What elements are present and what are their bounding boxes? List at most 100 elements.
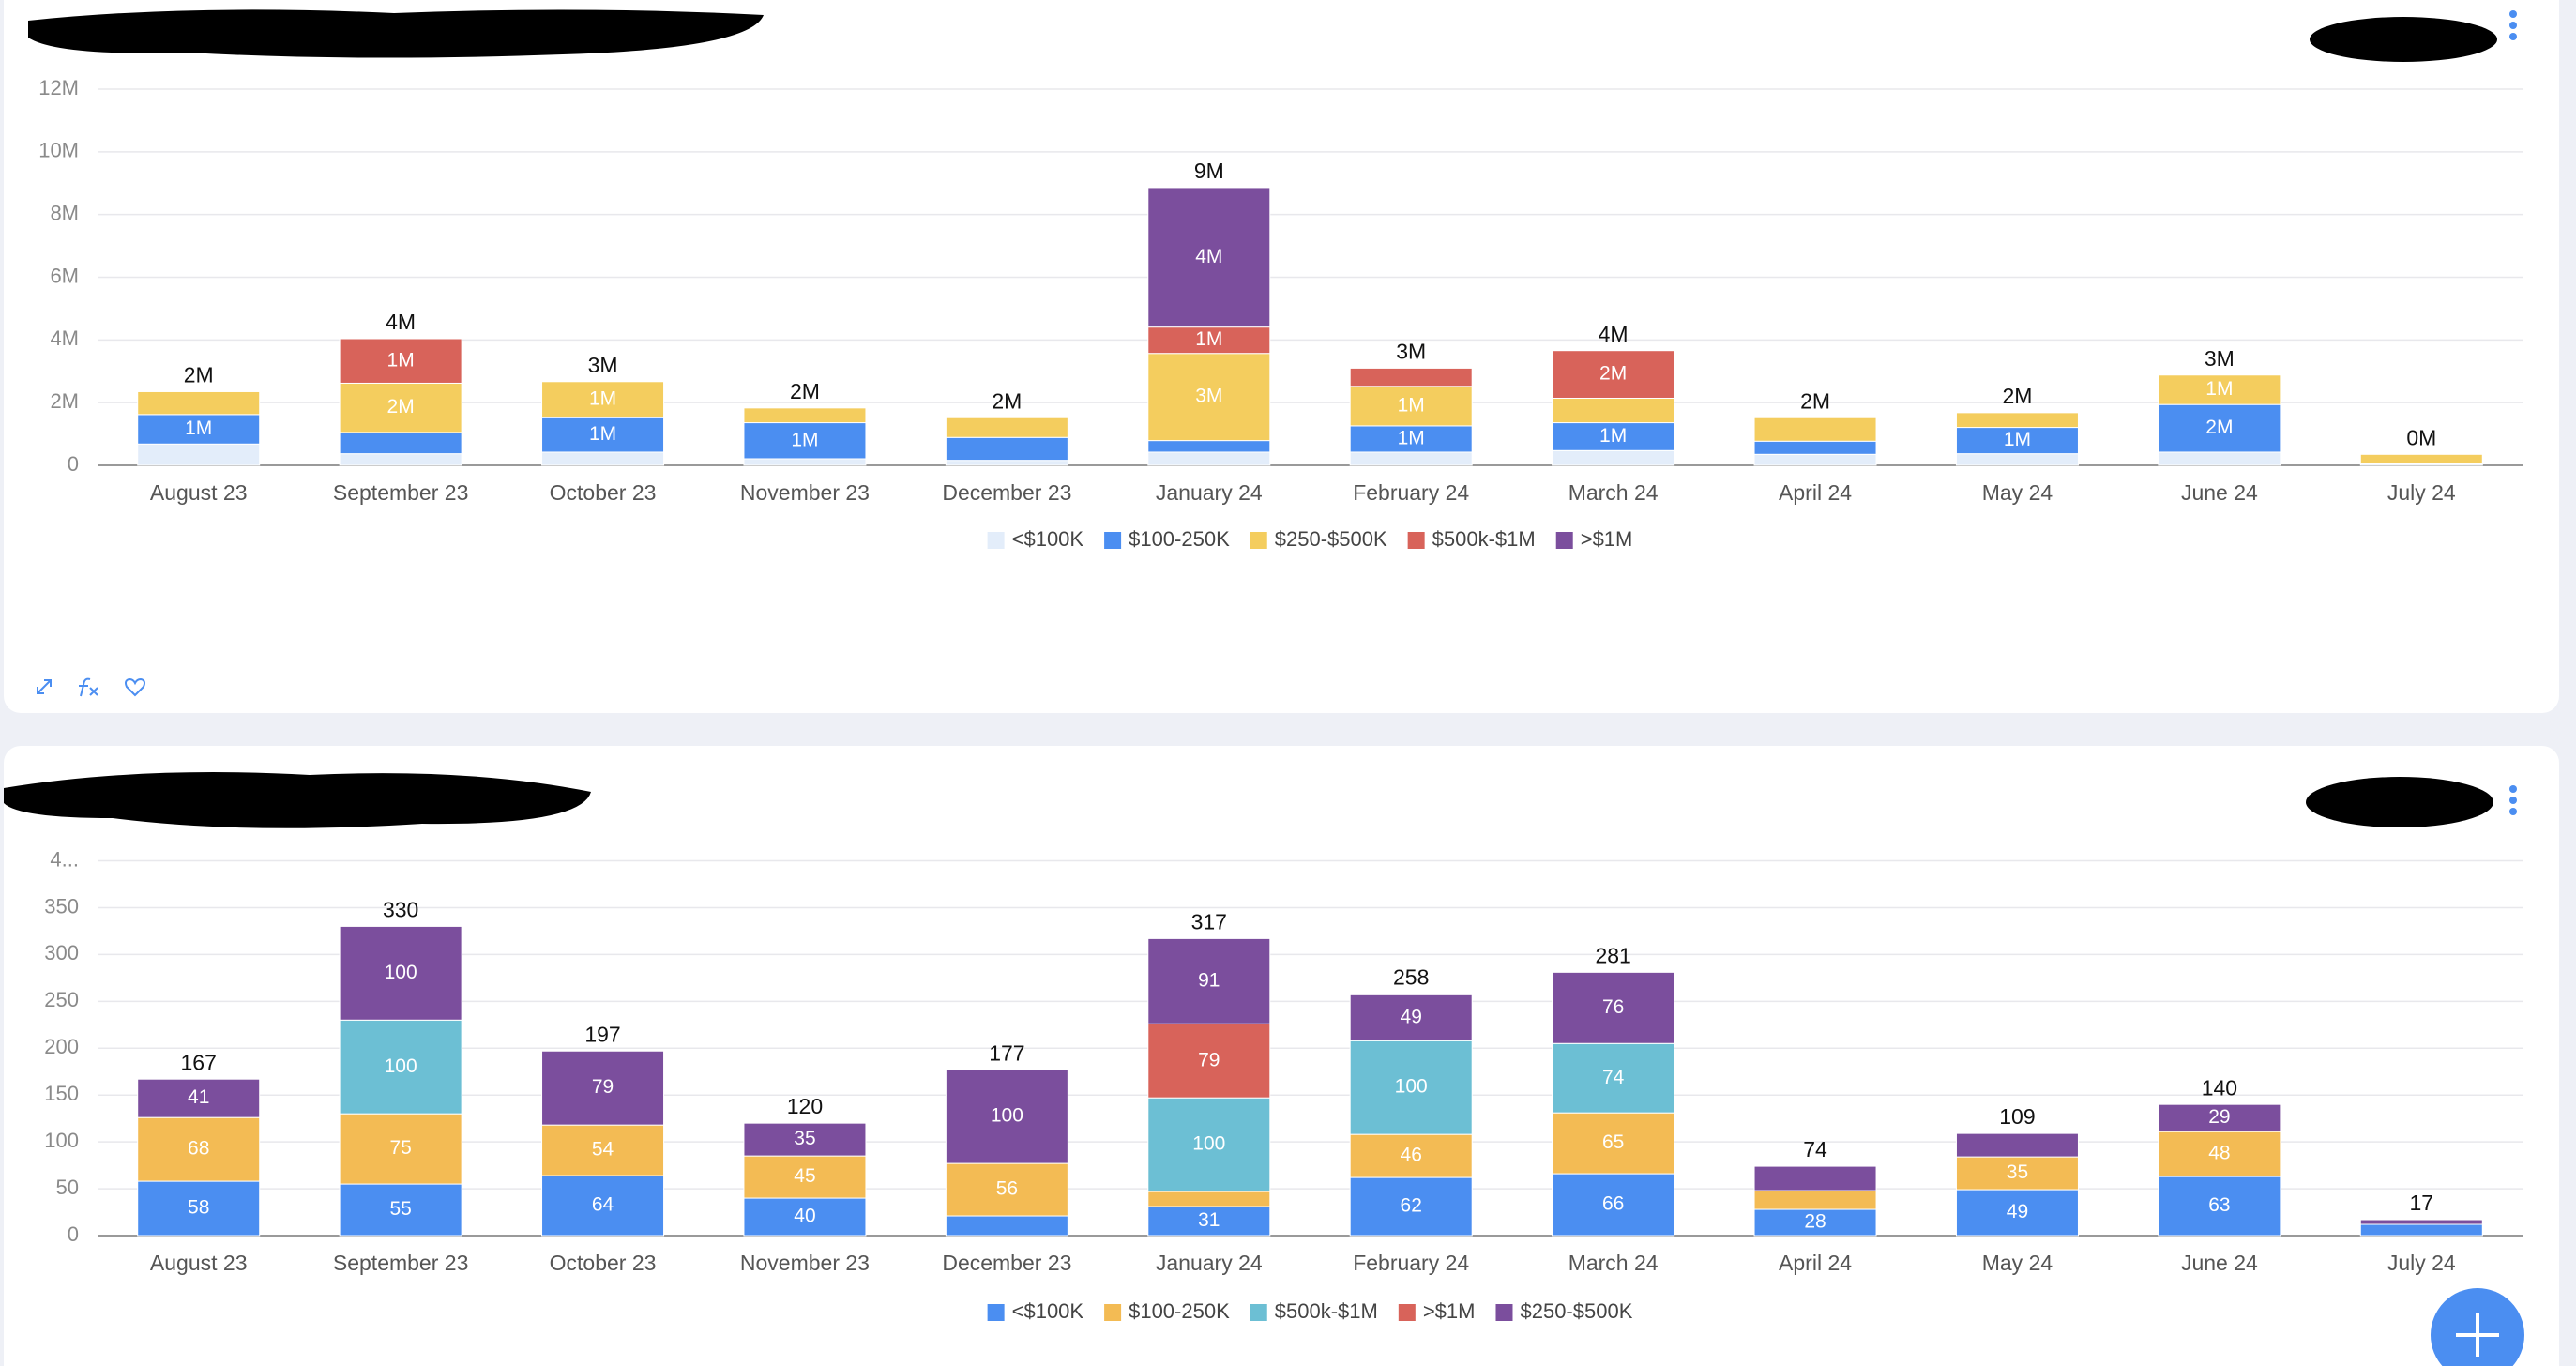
total-label: 317 xyxy=(1191,909,1227,933)
segment-label: 100 xyxy=(1192,1133,1225,1155)
segment-label: 2M xyxy=(2205,417,2233,438)
bar-segment xyxy=(743,1155,867,1199)
legend-item: $500k-$1M xyxy=(1250,1299,1378,1323)
bar-segment xyxy=(339,453,462,466)
expand-icon[interactable] xyxy=(37,679,52,694)
legend-swatch xyxy=(987,532,1005,549)
bar-segment xyxy=(2359,453,2483,464)
bar-segment xyxy=(1753,453,1877,466)
y-tick-label: 150 xyxy=(44,1082,79,1105)
x-tick-label: December 23 xyxy=(942,1251,1071,1275)
bar-segment xyxy=(541,1124,665,1176)
legend-item: $250-$500K xyxy=(1250,527,1387,551)
bar-segment xyxy=(1955,1132,2079,1158)
segment-label: 1M xyxy=(387,349,415,371)
total-label: 2M xyxy=(2002,384,2032,408)
y-tick-label: 8M xyxy=(50,201,79,224)
y-tick-label: 12M xyxy=(38,76,79,99)
segment-label: 45 xyxy=(794,1165,815,1187)
segment-label: 76 xyxy=(1602,996,1624,1018)
total-label: 197 xyxy=(584,1022,620,1046)
legend-item: >$1M xyxy=(1555,527,1632,551)
bar-segment xyxy=(339,432,462,455)
bar-segment xyxy=(541,417,665,453)
legend-item: $100-250K xyxy=(1104,1299,1230,1323)
x-tick-label: August 23 xyxy=(150,480,248,505)
legend-item: <$100K xyxy=(987,1299,1084,1323)
bar-segment xyxy=(541,1050,665,1126)
segment-label: 66 xyxy=(1602,1193,1624,1215)
segment-label: 35 xyxy=(2007,1161,2028,1183)
legend-label: <$100K xyxy=(1012,527,1084,551)
total-label: 258 xyxy=(1393,964,1429,989)
bar-segment xyxy=(2158,451,2281,466)
segment-label: 1M xyxy=(2205,378,2233,400)
bar-segment xyxy=(945,436,1068,462)
segment-label: 58 xyxy=(188,1197,209,1219)
segment-label: 91 xyxy=(1198,969,1220,991)
bar-segment xyxy=(1753,1208,1877,1237)
legend-swatch xyxy=(1104,532,1122,549)
legend-label: <$100K xyxy=(1012,1299,1084,1323)
y-tick-label: 4M xyxy=(50,326,79,350)
bar-segment xyxy=(1349,451,1473,466)
favorite-icon[interactable] xyxy=(125,677,145,697)
bar-segment xyxy=(1147,1023,1271,1099)
x-tick-label: July 24 xyxy=(2387,1251,2456,1275)
bar-segment xyxy=(1349,367,1473,387)
x-tick-label: February 24 xyxy=(1353,480,1469,505)
segment-label: 2M xyxy=(387,396,415,417)
bar-segment xyxy=(1552,350,1675,399)
bar-segment xyxy=(945,417,1068,438)
bar-segment xyxy=(2158,1103,2281,1132)
menu-button[interactable] xyxy=(2509,10,2517,40)
segment-label: 63 xyxy=(2208,1194,2230,1216)
total-label: 140 xyxy=(2202,1075,2237,1100)
bar-segment xyxy=(1147,187,1271,328)
bar-segment xyxy=(1753,440,1877,455)
x-tick-label: November 23 xyxy=(740,1251,870,1275)
total-label: 0M xyxy=(2406,425,2436,449)
add-button[interactable] xyxy=(2431,1288,2524,1366)
legend-item: $100-250K xyxy=(1104,527,1230,551)
bar-segment xyxy=(945,1069,1068,1164)
segment-label: 64 xyxy=(592,1194,614,1216)
bar-segment xyxy=(2158,1176,2281,1237)
bar-segment xyxy=(1147,440,1271,453)
segment-label: 75 xyxy=(389,1137,411,1159)
y-tick-label: 200 xyxy=(44,1035,79,1058)
bar-segment xyxy=(137,414,261,445)
bar-segment xyxy=(137,1180,261,1237)
x-tick-label: November 23 xyxy=(740,480,870,505)
menu-button[interactable] xyxy=(2509,785,2517,815)
bar-segment xyxy=(945,1215,1068,1237)
legend-label: $250-$500K xyxy=(1520,1299,1632,1323)
segment-label: 1M xyxy=(589,423,616,445)
bar-segment xyxy=(137,390,261,416)
bar-segment xyxy=(1147,353,1271,442)
total-label: 177 xyxy=(989,1040,1024,1065)
segment-label: 49 xyxy=(2007,1201,2028,1222)
charts: 0 2M 4M 6M 8M 10M 12M August 23 1M 2M September 23… xyxy=(38,76,2523,1323)
total-label: 281 xyxy=(1595,943,1630,967)
total-label: 4M xyxy=(386,310,416,334)
total-label: 167 xyxy=(181,1050,217,1074)
bar-segment xyxy=(137,443,261,466)
segment-label: 74 xyxy=(1602,1067,1625,1088)
bar-segment xyxy=(2158,374,2281,405)
y-tick-label: 250 xyxy=(44,988,79,1011)
formula-icon[interactable] xyxy=(79,677,98,697)
x-tick-label: April 24 xyxy=(1779,480,1852,505)
bar-segment xyxy=(339,1183,462,1237)
segment-label: 4M xyxy=(1195,246,1222,267)
legend-swatch xyxy=(987,1304,1005,1321)
y-tick-label: 2M xyxy=(50,389,79,413)
legend-label: $250-$500K xyxy=(1275,527,1387,551)
segment-label: 48 xyxy=(2208,1143,2230,1164)
segment-label: 79 xyxy=(592,1076,614,1098)
bar-segment xyxy=(541,381,665,418)
card xyxy=(4,0,2559,713)
x-tick-label: July 24 xyxy=(2387,480,2456,505)
segment-label: 40 xyxy=(794,1206,815,1227)
total-label: 2M xyxy=(1800,388,1830,413)
